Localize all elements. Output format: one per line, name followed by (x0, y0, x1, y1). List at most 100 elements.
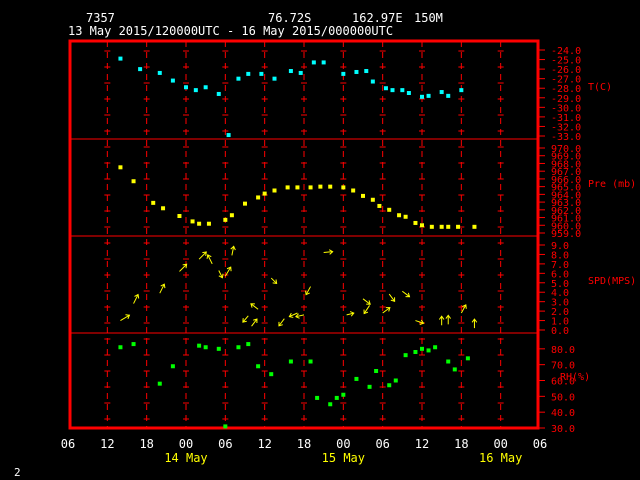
y-tick-label: 8.0 (551, 250, 569, 261)
wind-arrow-head (328, 249, 334, 255)
wind-arrow-head (242, 318, 247, 323)
y-tick-label: -28.0 (551, 84, 581, 95)
temperature-point (184, 85, 188, 90)
humidity-point (413, 350, 418, 354)
humidity-point (315, 395, 320, 400)
wind-arrow-head (461, 304, 467, 309)
humidity-point (341, 392, 346, 397)
wind-arrow (231, 246, 235, 256)
temperature-point (259, 71, 264, 76)
wind-arrow-head (252, 318, 258, 324)
pressure-point (118, 165, 123, 170)
y-tick-label: -32.0 (551, 122, 581, 133)
y-tick-label: 963.0 (551, 198, 581, 209)
x-tick-label: 06 (533, 437, 547, 451)
x-tick-label: 18 (297, 437, 311, 451)
panel-label: RH(%) (560, 372, 590, 383)
x-tick-label: 18 (139, 437, 153, 451)
wind-arrow-head (419, 319, 425, 325)
humidity-point (433, 345, 438, 350)
x-tick-label: 06 (61, 437, 75, 451)
pressure-point (197, 221, 202, 226)
wind-arrow-head (182, 263, 188, 269)
y-tick-label: 969.0 (551, 152, 581, 163)
humidity-point (426, 348, 431, 353)
humidity-point (170, 364, 175, 369)
pressure-point (151, 200, 156, 205)
wind-arrow (460, 304, 467, 314)
pressure-point (223, 217, 228, 222)
pressure-point (229, 213, 234, 218)
temperature-point (203, 85, 208, 90)
wind-arrow (250, 303, 259, 310)
y-tick-label: 1.0 (551, 317, 569, 328)
pressure-point (328, 184, 333, 189)
pressure-point (243, 201, 247, 206)
x-tick-label: 18 (454, 437, 468, 451)
wind-arrow (133, 294, 139, 304)
wind-arrow-head (349, 311, 355, 317)
humidity-point (246, 342, 251, 347)
y-tick-label: 50.0 (551, 392, 575, 403)
wind-arrow-head (278, 321, 283, 327)
temperature-point (157, 70, 162, 75)
wind-arrow (251, 318, 258, 327)
wind-arrow (323, 251, 333, 254)
station-height: 150M (414, 11, 443, 25)
y-tick-label: 4.0 (551, 288, 569, 299)
wind-arrow (415, 320, 424, 324)
y-tick-label: -29.0 (551, 94, 581, 105)
humidity-point (157, 381, 162, 386)
wind-arrow (362, 298, 371, 305)
humidity-point (223, 424, 228, 429)
pressure-point (177, 214, 182, 218)
pressure-point (472, 224, 477, 229)
x-tick-label: 12 (100, 437, 114, 451)
temperature-point (341, 71, 346, 76)
x-day-label: 14 May (164, 451, 207, 465)
humidity-point (393, 378, 398, 383)
wind-arrow-head (226, 266, 232, 272)
time-period: 13 May 2015/120000UTC - 16 May 2015/0000… (68, 24, 394, 38)
pressure-point (190, 219, 195, 224)
y-tick-label: 80.0 (551, 345, 575, 356)
temperature-point (426, 93, 431, 98)
pressure-point (397, 213, 402, 218)
x-tick-label: 00 (336, 437, 350, 451)
wind-arrow (289, 312, 298, 318)
y-tick-label: 9.0 (551, 241, 569, 252)
y-tick-label: 0.0 (551, 326, 569, 337)
wind-arrow-head (272, 279, 278, 285)
humidity-point (452, 367, 457, 372)
pressure-point (387, 207, 392, 212)
wind-arrow (159, 283, 165, 294)
y-tick-label: 966.0 (551, 175, 581, 186)
wind-arrow-head (288, 312, 294, 318)
y-tick-label: 967.0 (551, 167, 581, 178)
wind-arrow (218, 270, 223, 278)
humidity-point (131, 342, 136, 347)
humidity-point (354, 376, 359, 381)
pressure-point (256, 195, 261, 200)
x-tick-label: 12 (257, 437, 271, 451)
temperature-point (118, 56, 123, 61)
humidity-point (203, 345, 208, 350)
wind-arrow (363, 305, 370, 314)
wind-arrow-head (295, 313, 300, 319)
wind-arrow (120, 314, 130, 321)
temperature-point (439, 90, 444, 95)
wind-arrow-head (160, 283, 166, 289)
pressure-point (420, 223, 424, 228)
humidity-point (308, 359, 313, 364)
pressure-point (403, 214, 408, 219)
humidity-point (256, 364, 261, 369)
temperature-point (236, 76, 241, 81)
pressure-point (308, 185, 313, 190)
temperature-point (193, 88, 198, 93)
temperature-point (246, 71, 251, 76)
temperature-point (298, 70, 303, 75)
pressure-point (377, 203, 382, 208)
pressure-point (413, 220, 418, 225)
y-tick-label: 30.0 (551, 424, 575, 435)
pressure-point (285, 185, 290, 190)
